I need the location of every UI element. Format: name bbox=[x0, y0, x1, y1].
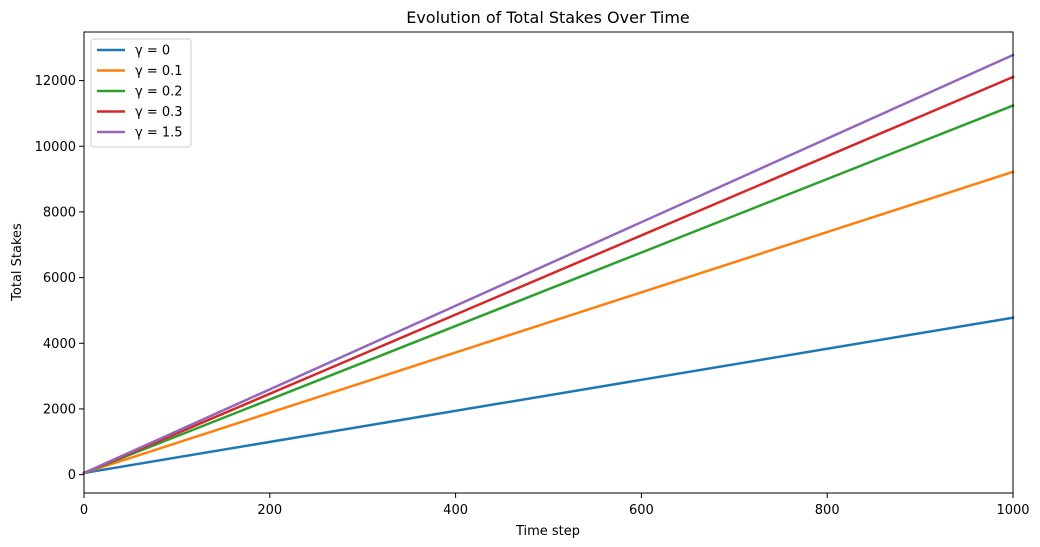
series-line-1 bbox=[82, 170, 1015, 475]
y-tick-label: 2000 bbox=[43, 402, 76, 417]
x-tick-label: 0 bbox=[80, 503, 88, 518]
legend-label: γ = 1.5 bbox=[135, 126, 183, 141]
y-tick-label: 0 bbox=[68, 468, 76, 483]
x-axis-ticks: 0 200 400 600 800 1000 bbox=[80, 493, 1030, 518]
series-line-4 bbox=[82, 53, 1015, 475]
y-axis-ticks: 0 2000 4000 6000 8000 10000 12000 bbox=[35, 74, 84, 483]
series-line-0 bbox=[82, 316, 1015, 475]
y-tick-label: 10000 bbox=[35, 140, 76, 155]
legend: γ = 0 γ = 0.1 γ = 0.2 γ = 0.3 γ = 1.5 bbox=[90, 38, 192, 148]
y-tick-label: 4000 bbox=[43, 337, 76, 352]
y-axis-label: Total Stakes bbox=[10, 223, 25, 302]
legend-label: γ = 0.1 bbox=[135, 64, 183, 79]
x-tick-label: 400 bbox=[443, 503, 468, 518]
series-line-3 bbox=[82, 75, 1015, 475]
legend-box bbox=[90, 38, 192, 148]
legend-label: γ = 0 bbox=[135, 44, 170, 59]
plot-area bbox=[82, 31, 1015, 494]
x-axis-label: Time step bbox=[515, 524, 580, 539]
x-tick-label: 800 bbox=[815, 503, 840, 518]
series-line-2 bbox=[82, 103, 1015, 475]
y-tick-label: 8000 bbox=[43, 205, 76, 220]
legend-label: γ = 0.3 bbox=[135, 105, 183, 120]
x-tick-label: 600 bbox=[629, 503, 654, 518]
legend-label: γ = 0.2 bbox=[135, 85, 183, 100]
legend-items: γ = 0 γ = 0.1 γ = 0.2 γ = 0.3 γ = 1.5 bbox=[97, 44, 183, 141]
y-tick-label: 6000 bbox=[43, 271, 76, 286]
chart-title: Evolution of Total Stakes Over Time bbox=[406, 8, 690, 27]
y-tick-label: 12000 bbox=[35, 74, 76, 89]
series-layer bbox=[82, 53, 1015, 475]
x-tick-label: 1000 bbox=[996, 503, 1029, 518]
x-tick-label: 200 bbox=[257, 503, 282, 518]
plot-frame bbox=[83, 31, 1014, 494]
